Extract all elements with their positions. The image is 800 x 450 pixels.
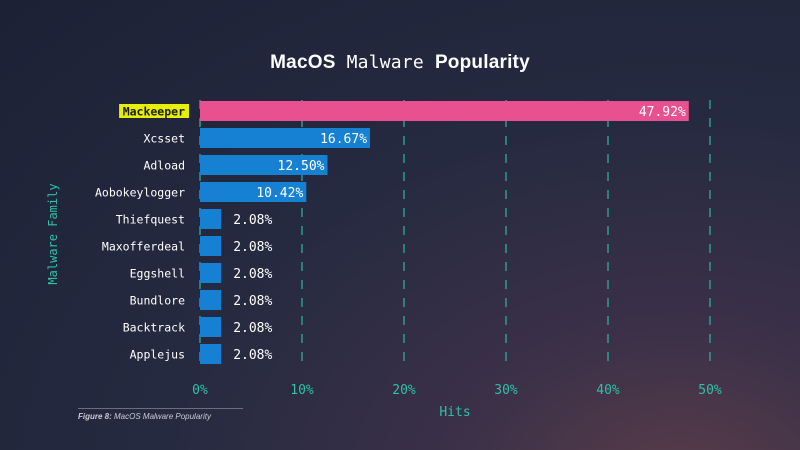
category-label: Aobokeylogger [95,186,185,200]
value-label: 2.08% [233,348,272,363]
category-label: Thiefquest [116,213,185,227]
title-part-3: Popularity [434,52,530,73]
category-label: Maxofferdeal [102,240,185,254]
bar [200,155,328,175]
value-label: 12.50% [278,159,325,174]
value-label: 16.67% [320,132,367,147]
value-label: 2.08% [233,294,272,309]
bar [200,263,222,283]
value-label: 2.08% [233,240,272,255]
caption-figure-label: Figure 8: [78,412,112,421]
value-label: 2.08% [233,321,272,336]
category-label: Adload [143,159,185,173]
x-tick-label: 10% [290,383,314,398]
caption-text: MacOS Malware Popularity [114,412,211,421]
figure-caption: Figure 8: MacOS Malware Popularity [78,408,243,421]
category-label: Bundlore [130,294,185,308]
category-label: Eggshell [130,267,185,281]
bar [200,236,222,256]
value-label: 2.08% [233,213,272,228]
x-tick-label: 50% [698,383,722,398]
highlight-label-background [119,104,189,118]
bar [200,209,222,229]
category-label: Backtrack [123,321,185,335]
x-tick-label: 40% [596,383,620,398]
value-label: 10.42% [256,186,303,201]
title-part-2: Malware [346,52,424,73]
x-axis-label: Hits [439,405,470,420]
category-label: Applejus [130,348,185,362]
value-label: 47.92% [639,105,686,120]
bar [200,344,222,364]
value-label: 2.08% [233,267,272,282]
category-label: Xcsset [143,132,185,146]
x-tick-label: 20% [392,383,416,398]
bar [200,128,371,148]
chart-title: MacOS Malware Popularity [0,52,800,74]
bar [200,182,307,202]
x-tick-label: 0% [192,383,208,398]
bar [200,101,689,121]
bar [200,290,222,310]
category-label: Mackeeper [123,105,185,119]
y-axis-label: Malware Family [46,183,60,284]
x-tick-label: 30% [494,383,518,398]
title-part-1: MacOS [270,52,336,73]
bar [200,317,222,337]
